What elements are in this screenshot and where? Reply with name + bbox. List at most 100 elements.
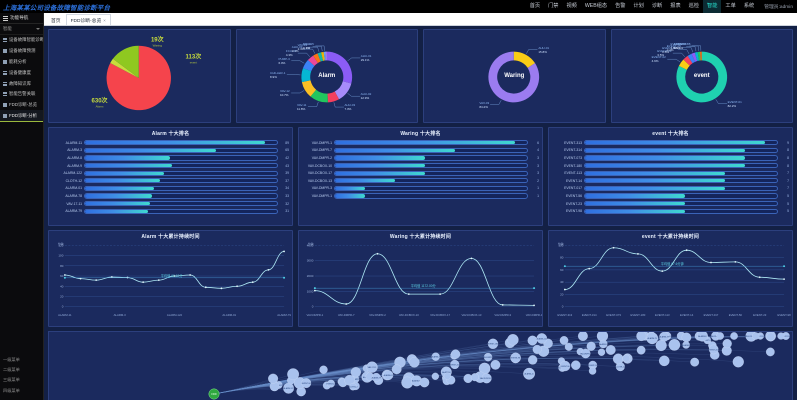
bar-row[interactable]: ALARM-79 31 [52,207,289,215]
svg-text:20: 20 [60,295,64,299]
x-tick-label: EVENT-073 [606,313,621,317]
bar-row[interactable]: ALARM-8 42 [52,154,289,162]
nav-item-2[interactable]: 视频 [566,3,577,9]
svg-text:ALARM-8: ALARM-8 [442,371,450,374]
bar-row[interactable]: EVENT-017 7 [552,185,789,193]
bar-row[interactable]: VAV-DMPR-3 1 [302,185,539,193]
nav-item-6[interactable]: 诊断 [651,3,663,9]
bar-row[interactable]: ALARM-11 89 [52,139,289,147]
sidebar-item-label: 故障知识库 [9,80,31,86]
bar-row[interactable]: VAV-DMPR-1 6 [302,139,539,147]
bar-value: 39 [285,171,289,176]
bar-label: VAV-DMPR-1 [311,140,332,145]
bar-row[interactable]: EVENT-23 5 [552,200,789,208]
bar-value: 5 [787,201,789,206]
donut-slice-label: FCU-07 4.3% [285,49,297,58]
sidebar-item-3[interactable]: 设备健康度 [0,67,43,78]
bar-row[interactable]: VAV-DCBOX-10 3 [302,162,539,170]
bar-value: 31 [285,209,289,214]
tab-item-0[interactable]: FDD诊断-总览 × [65,14,111,25]
card-bar-alarm[interactable]: Alarm 十大排名 ALARM-11 89 ALARM-3 65 ALARM-8 42 A… [48,127,293,226]
nav-item-7[interactable]: 报表 [670,3,681,9]
bar-row[interactable]: ALARM-9 43 [52,162,289,170]
bar-row[interactable]: EVENT-180 8 [552,162,789,170]
card-line-waring[interactable]: Waring 十大累计持续时间 0 1000 2000 3000 4000 分钟 平均值 1… [298,230,543,327]
nav-item-3[interactable]: WEB组态 [584,3,608,9]
nav-item-5[interactable]: 计划 [633,3,644,9]
sidebar-item-7[interactable]: FDD诊断-分析 [0,110,43,123]
menu-burger-icon[interactable] [3,15,8,21]
donut-slice-label: AHU-09 3.1% [291,45,303,54]
x-tick-label: VAV-DMPR-7 [337,313,355,317]
bar-row[interactable]: VAV-17-11 32 [52,200,289,208]
line-average-annotation: 平均值 67.6分钟 [660,262,684,267]
x-tick-label: VAV-DMPR-1 [306,313,324,317]
bar-row[interactable]: VAV-DCBOX-17 3 [302,169,539,177]
sidebar-item-1[interactable]: 设备故障预测 [0,46,43,57]
bar-fill [585,148,745,152]
close-icon[interactable]: × [103,17,106,23]
bar-row[interactable]: EVENT-56 5 [552,192,789,200]
sidebar-item-2[interactable]: 能耗分析 [0,57,43,68]
bar-row[interactable]: VAV-DMPR-1 1 [302,192,539,200]
svg-text:分钟: 分钟 [558,242,564,246]
sidebar-bottom-item-2[interactable]: 三级菜单 [0,375,43,385]
bar-row[interactable]: EVENT-073 8 [552,154,789,162]
sidebar-group-header[interactable]: 智能 [0,24,43,35]
bar-row[interactable]: EVENT-14 7 [552,177,789,185]
bar-track [584,170,778,176]
card-donut-waring[interactable]: Waring AHU-01 15.8% VAV-03 84.2% [423,29,606,123]
sidebar-item-0[interactable]: 设备故障智能诊断 [0,35,43,46]
donut-event-svg [666,45,727,104]
sidebar-bottom-item-3[interactable]: 四级菜单 [0,386,43,396]
bar-track [84,185,278,191]
nav-item-0[interactable]: 首页 [529,3,541,9]
card-line-event[interactable]: event 十大累计持续时间 0 20 40 60 80 100 分钟 平均值 67.6分钟 E… [548,230,793,327]
bar-track [84,170,278,176]
x-tick-label: ALARM-11 [58,313,72,317]
svg-text:EVENT-23: EVENT-23 [703,340,712,342]
card-donut-event[interactable]: event EVENT-01 82.2% EVENT-02 4.9% EVENT-03 3… [610,29,793,123]
sidebar-bottom-item-1[interactable]: 二级菜单 [0,365,43,375]
sidebar-header[interactable]: 功能导航 [0,13,43,24]
bar-row[interactable]: ALARM-01 34 [52,185,289,193]
line-waring-chart: 0 1000 2000 3000 4000 分钟 平均值 1172.00分 VAV-DMPR-… [299,241,542,317]
bar-row[interactable]: EVENT-314 8 [552,147,789,155]
bar-row[interactable]: ALARM-122 39 [52,169,289,177]
bar-row[interactable]: VAV-DMPR-7 4 [302,147,539,155]
sidebar-bottom-item-0[interactable]: 一级菜单 [0,355,43,365]
donut-slice-label: EVENT-07 1.5% [673,41,688,50]
bar-row[interactable]: EVENT-98 5 [552,207,789,215]
svg-text:40: 40 [560,280,564,284]
bar-row[interactable]: EVENT-313 9 [552,139,789,147]
bar-label: VAV-DMPR-2 [311,155,332,160]
bar-row[interactable]: VAV-DCBOX-13 2 [302,177,539,185]
sidebar-item-4[interactable]: 故障知识库 [0,78,43,89]
nav-item-1[interactable]: 门禁 [548,3,559,9]
nav-item-4[interactable]: 告警 [615,3,626,9]
nav-item-11[interactable]: 系统 [743,3,755,9]
grid-icon [3,81,7,86]
bar-row[interactable]: ALARM-78 33 [52,192,289,200]
card-bar-waring[interactable]: Waring 十大排名 VAV-DMPR-1 6 VAV-DMPR-7 4 VAV-DM… [298,127,543,226]
bar-row[interactable]: CLOTH-12 37 [52,177,289,185]
card-network-graph[interactable]: ALARM-11ALARM-122EVENT-073EVENT-56EVENT-… [48,331,793,400]
sidebar-item-5[interactable]: 智能告警关联 [0,89,43,100]
card-bar-event[interactable]: event 十大排名 EVENT-313 9 EVENT-314 8 EVENT-073… [548,127,793,226]
bar-track [584,155,778,161]
bar-fill [85,201,150,206]
svg-text:ALARM-9: ALARM-9 [432,356,440,359]
nav-item-9[interactable]: 智能 [703,0,722,13]
nav-item-10[interactable]: 工单 [725,3,736,9]
nav-item-8[interactable]: 巡检 [688,3,700,9]
bar-track [84,140,278,146]
svg-text:ALARM-01: ALARM-01 [384,374,393,377]
card-donut-alarm[interactable]: Alarm AHU-01 29.1% AHU-02 12.9% AHU-03 7.3% VA… [235,29,418,123]
bar-row[interactable]: EVENT-113 7 [552,169,789,177]
sidebar-item-6[interactable]: FDD诊断-总览 [0,100,43,111]
tab-home[interactable]: 首页 [48,15,64,25]
card-line-alarm[interactable]: Alarm 十大累计持续时间 0 20 40 60 80 100 120 分钟 平均值 60.1… [48,230,293,327]
card-pie-total[interactable]: 630次 Alarm 19次 Waring 113次 event [48,29,231,123]
bar-row[interactable]: VAV-DMPR-2 3 [302,154,539,162]
bar-row[interactable]: ALARM-3 65 [52,147,289,155]
